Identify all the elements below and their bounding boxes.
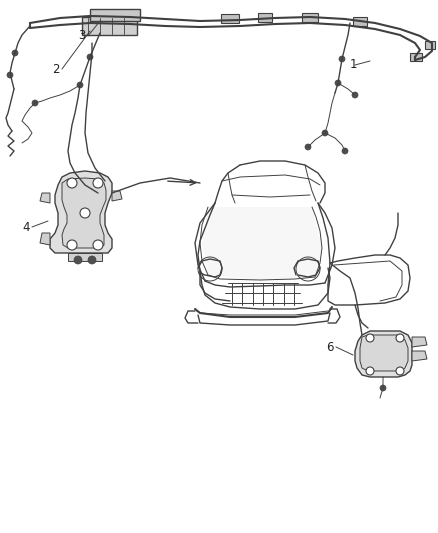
Bar <box>352 17 366 26</box>
Bar <box>220 13 238 22</box>
Circle shape <box>379 385 385 391</box>
Circle shape <box>87 54 93 60</box>
Circle shape <box>93 178 103 188</box>
Polygon shape <box>411 337 426 347</box>
Bar <box>424 41 434 49</box>
Circle shape <box>321 130 327 136</box>
Circle shape <box>93 240 103 250</box>
Polygon shape <box>40 233 50 245</box>
Polygon shape <box>68 253 102 261</box>
Bar <box>90 9 140 21</box>
Circle shape <box>395 334 403 342</box>
Circle shape <box>365 367 373 375</box>
Polygon shape <box>359 335 407 371</box>
Polygon shape <box>354 331 411 377</box>
Circle shape <box>338 56 344 62</box>
Circle shape <box>88 256 96 264</box>
Circle shape <box>351 92 357 98</box>
Circle shape <box>395 367 403 375</box>
Text: 6: 6 <box>325 341 333 354</box>
Circle shape <box>304 144 310 150</box>
Text: 2: 2 <box>52 63 60 76</box>
Bar <box>258 12 272 21</box>
Bar <box>82 17 137 35</box>
Text: 4: 4 <box>22 221 29 234</box>
Bar <box>409 53 421 61</box>
Circle shape <box>32 100 38 106</box>
Polygon shape <box>201 207 321 280</box>
Circle shape <box>77 82 83 88</box>
Circle shape <box>341 148 347 154</box>
Circle shape <box>67 240 77 250</box>
Polygon shape <box>50 171 112 253</box>
Circle shape <box>12 50 18 56</box>
Circle shape <box>365 334 373 342</box>
Text: 3: 3 <box>78 29 85 42</box>
Bar <box>301 12 317 21</box>
Circle shape <box>74 256 82 264</box>
Polygon shape <box>40 193 50 203</box>
Circle shape <box>80 208 90 218</box>
Circle shape <box>67 178 77 188</box>
Circle shape <box>7 72 13 78</box>
Polygon shape <box>411 351 426 361</box>
Polygon shape <box>62 178 106 248</box>
Text: 1: 1 <box>349 58 357 71</box>
Polygon shape <box>112 191 122 201</box>
Circle shape <box>334 80 340 86</box>
